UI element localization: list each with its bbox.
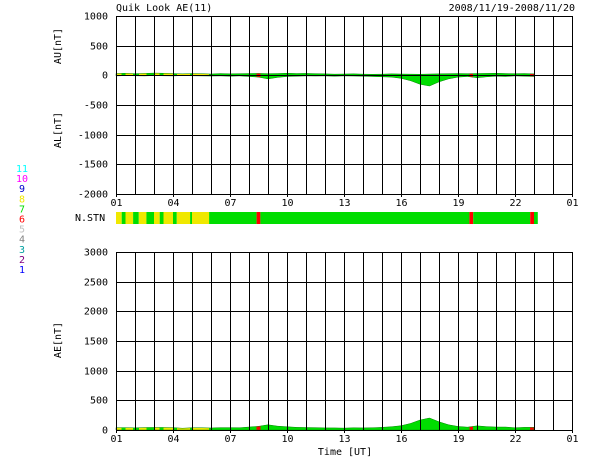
x-tick-label: 01 xyxy=(566,434,578,445)
y-tick-label: 1000 xyxy=(84,12,108,23)
y-tick-label: 500 xyxy=(90,396,108,407)
legend-entry: 3 xyxy=(19,245,25,256)
plot-frame xyxy=(116,252,573,431)
x-tick-label: 19 xyxy=(452,434,464,445)
x-tick-label: 01 xyxy=(566,198,578,209)
station-segment xyxy=(154,212,160,224)
y-tick-label: -500 xyxy=(84,101,108,112)
x-tick-label: 13 xyxy=(338,434,350,445)
x-axis-label: Time [UT] xyxy=(318,447,372,458)
station-segment xyxy=(163,212,173,224)
x-tick-label: 01 xyxy=(110,198,122,209)
legend-entry: 7 xyxy=(19,204,25,215)
y-tick-label: 2500 xyxy=(84,278,108,289)
station-segment xyxy=(192,212,210,224)
y-tick-label: 3000 xyxy=(84,248,108,259)
x-tick-label: 22 xyxy=(509,434,521,445)
station-segment xyxy=(159,212,164,224)
station-segment xyxy=(125,212,134,224)
y-axis-label: AE[nT] xyxy=(53,322,64,358)
y-tick-label: 2000 xyxy=(84,307,108,318)
x-tick-label: 04 xyxy=(167,434,179,445)
station-segment xyxy=(133,212,139,224)
y-tick-label: -1500 xyxy=(78,160,108,171)
x-tick-label: 04 xyxy=(167,198,179,209)
y-tick-label: 1000 xyxy=(84,367,108,378)
station-segment xyxy=(121,212,126,224)
station-segment xyxy=(469,212,474,224)
y-tick-label: -2000 xyxy=(78,190,108,201)
chart-title: Quik Look AE(11) xyxy=(116,3,212,14)
station-segment xyxy=(260,212,470,224)
legend-entry: 4 xyxy=(19,235,25,246)
plot-frame xyxy=(116,16,573,195)
station-segment xyxy=(116,212,122,224)
x-tick-label: 13 xyxy=(338,198,350,209)
area xyxy=(115,417,535,431)
station-segment xyxy=(209,212,257,224)
legend-entry: 9 xyxy=(19,184,25,195)
station-segment xyxy=(138,212,147,224)
chart-subtitle: 2008/11/19-2008/11/20 xyxy=(449,3,575,14)
x-tick-label: 01 xyxy=(110,434,122,445)
legend-entry: 1 xyxy=(19,265,25,276)
x-tick-label: 07 xyxy=(224,198,236,209)
x-tick-label: 16 xyxy=(395,434,407,445)
station-segment xyxy=(256,212,261,224)
y-tick-label: -1000 xyxy=(78,131,108,142)
x-tick-label: 07 xyxy=(224,434,236,445)
y-tick-label: 0 xyxy=(102,71,108,82)
legend-entry: 6 xyxy=(19,215,25,226)
x-tick-label: 10 xyxy=(281,434,293,445)
legend-entry: 5 xyxy=(19,225,25,236)
station-segment xyxy=(534,212,538,224)
station-segment xyxy=(473,212,531,224)
legend-entry: 11 xyxy=(16,164,28,175)
x-tick-label: 19 xyxy=(452,198,464,209)
x-tick-label: 10 xyxy=(281,198,293,209)
legend-entry: 10 xyxy=(16,174,28,185)
legend-entry: 8 xyxy=(19,194,25,205)
y-tick-label: 1500 xyxy=(84,337,108,348)
strip-label: N.STN xyxy=(75,213,105,224)
station-segment xyxy=(190,212,192,224)
y-axis-label: AU[nT] xyxy=(53,28,64,64)
y-tick-label: 500 xyxy=(90,42,108,53)
y-tick-label: 0 xyxy=(102,426,108,437)
station-segment xyxy=(146,212,154,224)
legend-entry: 2 xyxy=(19,255,25,266)
y-axis-label: AL[nT] xyxy=(53,112,64,148)
station-segment xyxy=(530,212,534,224)
x-tick-label: 16 xyxy=(395,198,407,209)
x-tick-label: 22 xyxy=(509,198,521,209)
station-segment xyxy=(173,212,177,224)
station-segment xyxy=(176,212,191,224)
